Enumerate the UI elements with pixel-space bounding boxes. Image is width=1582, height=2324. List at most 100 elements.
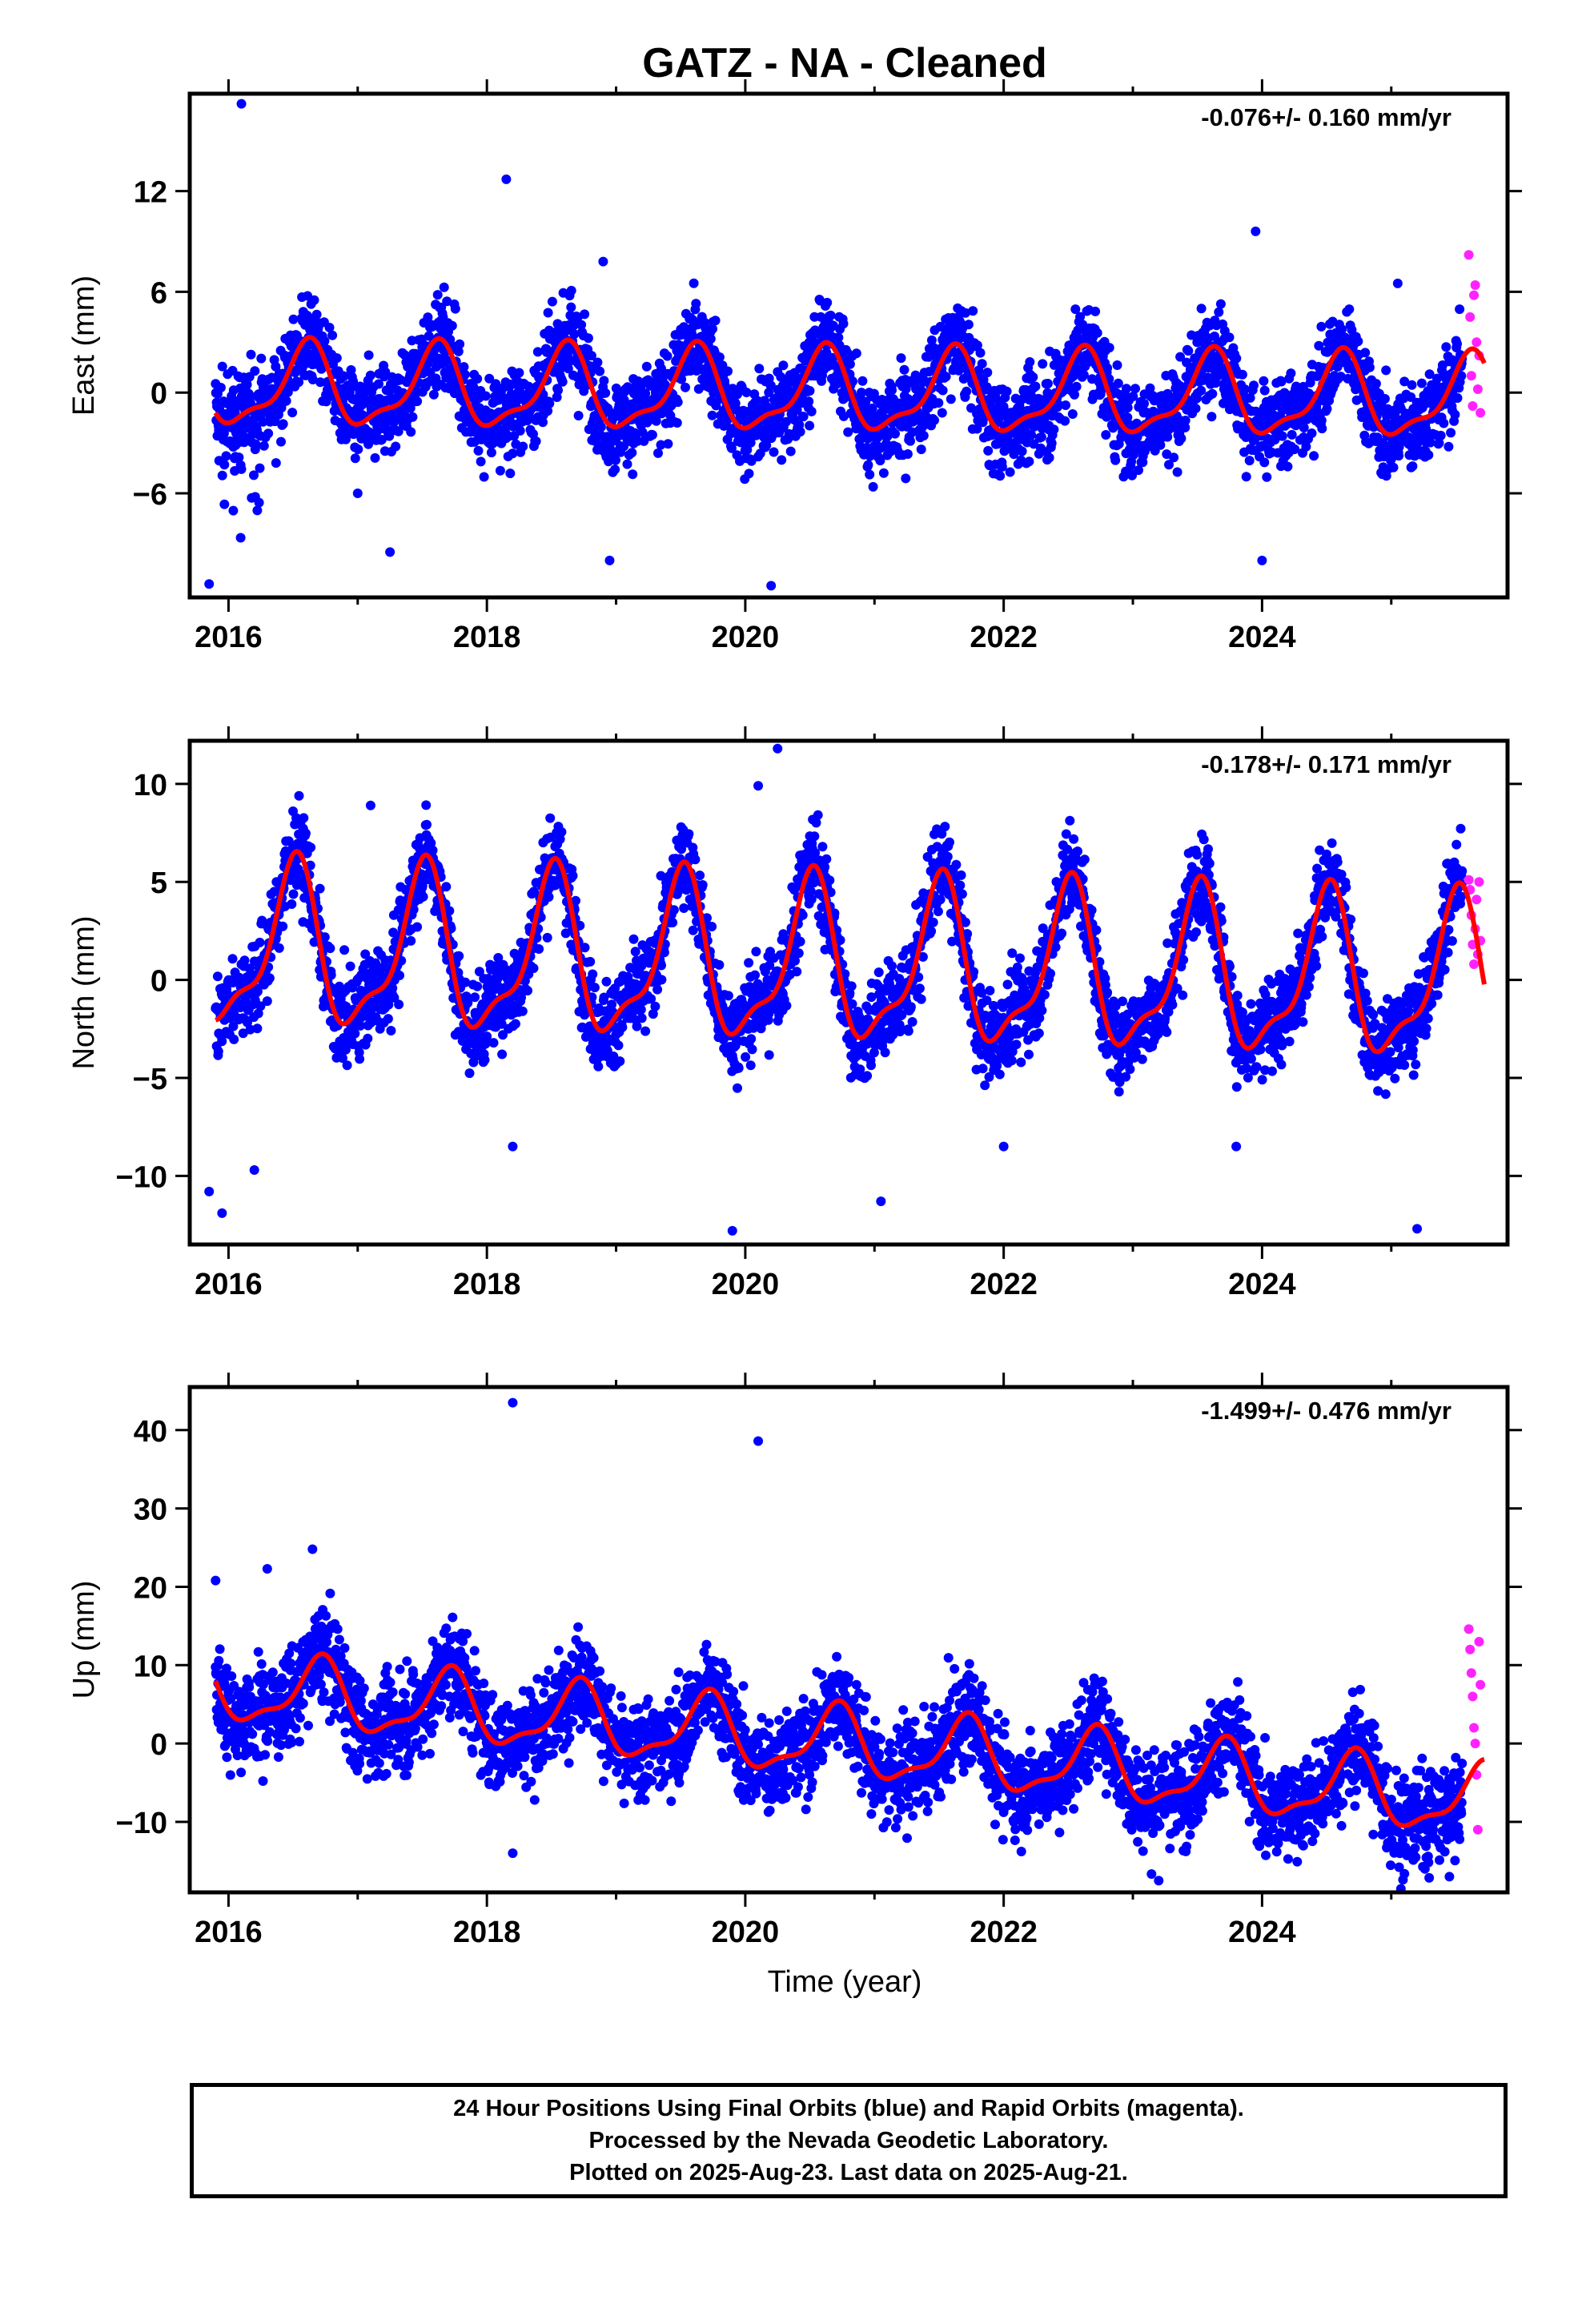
data-point [1344, 304, 1355, 315]
data-point [380, 367, 391, 377]
data-point [517, 1006, 528, 1016]
data-point [697, 880, 708, 890]
data-point [656, 960, 666, 971]
data-point [324, 323, 335, 332]
data-point [1244, 456, 1255, 466]
data-point [325, 943, 335, 954]
data-point [1456, 371, 1467, 381]
data-point [617, 1022, 628, 1032]
data-point [941, 372, 951, 382]
data-point [640, 1026, 651, 1036]
data-point [408, 412, 418, 422]
data-point [566, 302, 576, 312]
data-point [875, 456, 885, 466]
data-point [1424, 369, 1435, 380]
data-point [887, 385, 897, 396]
data-point [355, 1020, 365, 1031]
data-point [1245, 392, 1255, 403]
data-point [851, 348, 861, 359]
data-point [228, 505, 239, 516]
series-rapid-orbits [1464, 250, 1486, 418]
data-point [1145, 383, 1155, 393]
data-point [710, 316, 721, 326]
data-point [1122, 403, 1133, 412]
data-point [249, 470, 259, 480]
data-point [254, 497, 264, 508]
data-point [754, 364, 765, 374]
data-point [472, 981, 483, 991]
data-point [1435, 430, 1446, 440]
data-point [937, 408, 947, 418]
data-point [250, 366, 260, 376]
data-point [1172, 467, 1182, 477]
data-point [610, 464, 620, 475]
data-point [656, 870, 666, 881]
data-point [418, 891, 428, 902]
data-point [531, 436, 541, 446]
data-point [496, 1019, 507, 1029]
data-point [708, 324, 717, 334]
data-point [495, 465, 505, 476]
data-point [246, 349, 256, 360]
data-point [508, 448, 518, 459]
data-point [742, 444, 753, 455]
data-point [228, 1021, 239, 1031]
data-point [523, 986, 532, 995]
data-point [394, 999, 404, 1010]
data-point [331, 353, 342, 364]
data-point [1277, 431, 1287, 441]
data-point [470, 992, 480, 1003]
data-point [1441, 342, 1452, 352]
data-point [442, 296, 452, 307]
data-point [804, 396, 814, 407]
data-point [934, 398, 944, 408]
data-point [480, 1055, 490, 1065]
data-point [1075, 312, 1086, 322]
rapid-point [1470, 280, 1480, 291]
data-point [423, 312, 433, 323]
data-point [978, 375, 989, 385]
data-point [684, 829, 694, 839]
data-point [278, 921, 288, 931]
data-point [474, 967, 484, 977]
data-point [630, 947, 640, 957]
data-point [1446, 428, 1456, 438]
data-point [252, 505, 263, 516]
data-point [319, 932, 330, 943]
data-point [1237, 369, 1247, 380]
data-point [822, 297, 833, 308]
data-point [455, 339, 465, 349]
data-point [263, 428, 274, 439]
data-point [534, 944, 544, 954]
data-point [468, 382, 479, 392]
data-point [745, 437, 756, 448]
data-point [479, 472, 489, 482]
data-point [636, 1013, 647, 1023]
data-point [538, 417, 548, 428]
data-point [236, 464, 247, 474]
y-tick-label: −6 [133, 478, 167, 512]
data-point [583, 333, 593, 344]
y-tick-label: 12 [134, 176, 167, 210]
data-point [1394, 451, 1404, 461]
data-point [439, 282, 449, 292]
outlier-point [501, 174, 512, 184]
data-point [532, 347, 543, 357]
outlier-point [1392, 278, 1403, 288]
data-point [217, 470, 227, 480]
plot-area [204, 99, 1487, 591]
data-point [601, 976, 612, 987]
data-point [1155, 440, 1166, 450]
data-point [916, 444, 926, 455]
data-point [1386, 454, 1396, 464]
data-point [792, 404, 802, 415]
outlier-point [604, 555, 615, 565]
data-point [580, 309, 590, 320]
data-point [681, 382, 690, 392]
data-point [262, 996, 272, 1007]
data-point [1287, 429, 1297, 440]
data-point [741, 388, 752, 397]
data-point [505, 468, 516, 479]
data-point [287, 408, 298, 418]
data-point [838, 319, 849, 329]
